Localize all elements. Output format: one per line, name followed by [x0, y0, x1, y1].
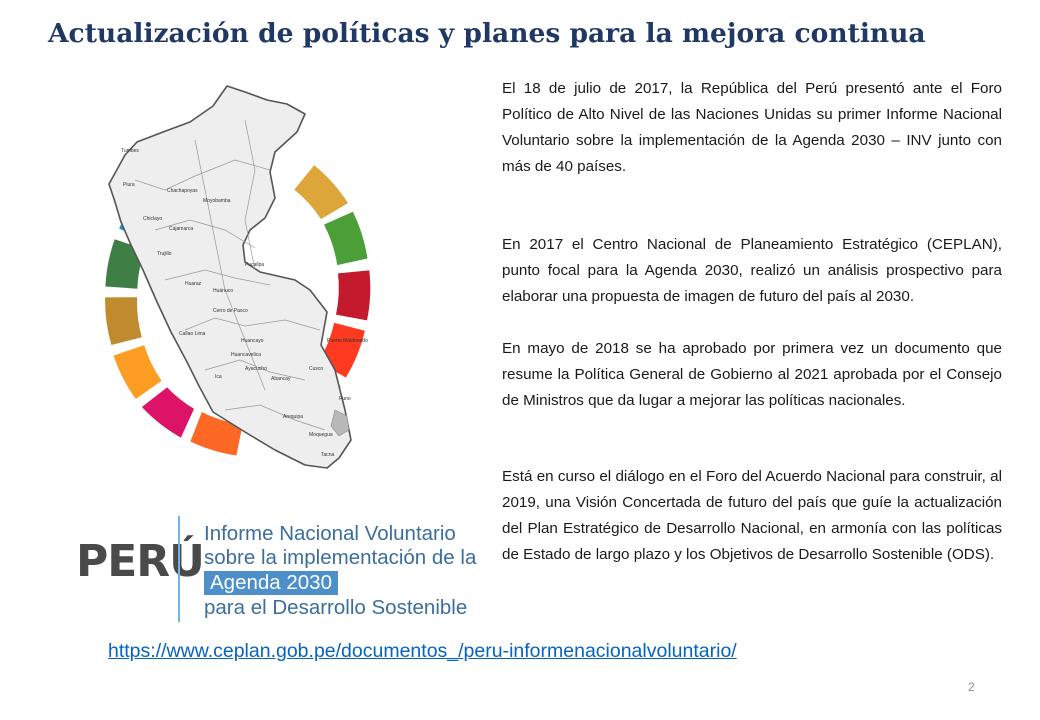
paragraph-ceplan-2017: En 2017 el Centro Nacional de Planeamien…: [502, 236, 1002, 305]
city-label: Abancay: [271, 376, 291, 382]
city-label: Piura: [123, 182, 135, 188]
city-label: Huaraz: [185, 281, 202, 287]
map-region-lines: [134, 119, 326, 431]
city-label: Huánuco: [213, 288, 233, 294]
city-label: Puno: [339, 396, 351, 402]
city-label: Cerro de Pasco: [213, 308, 248, 314]
paragraph-acuerdo-nacional: Está en curso el diálogo en el Foro del …: [502, 468, 1002, 563]
sdg-segment-3: [336, 270, 371, 321]
sdg-segment-2: [324, 211, 368, 266]
city-label: Chachapoyas: [167, 188, 198, 194]
paragraph-inv-2017: El 18 de julio de 2017, la República del…: [502, 80, 1002, 175]
brand-line: sobre la implementación de la: [204, 546, 477, 569]
city-label: Tacna: [321, 452, 335, 458]
sdg-segment-8: [113, 345, 162, 399]
slide-title: Actualización de políticas y planes para…: [48, 18, 926, 49]
peru-map-svg: Tumbes Piura Chachapoyas Moyobamba Chicl…: [105, 85, 371, 469]
source-link[interactable]: https://www.ceplan.gob.pe/documentos_/pe…: [108, 640, 737, 662]
city-label: Ica: [215, 374, 222, 380]
city-label: Moyobamba: [203, 198, 231, 204]
city-label: Trujillo: [157, 251, 172, 257]
city-label: Cusco: [309, 366, 323, 372]
city-label: Callao Lima: [179, 331, 206, 337]
brand-line: Informe Nacional Voluntario: [204, 522, 456, 545]
city-label: Chiclayo: [143, 216, 162, 222]
city-label: Pucallpa: [245, 262, 264, 268]
sdg-segment-9: [105, 297, 142, 345]
brand-divider: [178, 516, 180, 622]
city-label: Tumbes: [121, 148, 139, 154]
peru-map-figure: Tumbes Piura Chachapoyas Moyobamba Chicl…: [95, 80, 425, 500]
sdg-segment-7: [141, 387, 194, 438]
brand-text: Informe Nacional Voluntario sobre la imp…: [204, 522, 476, 620]
city-label: Huancayo: [241, 338, 264, 344]
map-city-labels: Tumbes Piura Chachapoyas Moyobamba Chicl…: [121, 148, 368, 458]
brand-line: para el Desarrollo Sostenible: [204, 596, 468, 619]
city-label: Cajamarca: [169, 226, 193, 232]
city-label: Puerto Maldonado: [327, 338, 368, 344]
titicaca-lake: [330, 409, 350, 437]
city-label: Ayacucho: [245, 366, 267, 372]
city-label: Huancavelica: [231, 352, 261, 358]
sdg-segment-1: [294, 165, 348, 220]
brand-line-highlight: Agenda 2030: [204, 571, 338, 595]
city-label: Arequipa: [283, 414, 303, 420]
paragraph-pgg-2018: En mayo de 2018 se ha aprobado por prime…: [502, 340, 1002, 409]
brand-country: PERÚ: [76, 536, 205, 587]
page-number: 2: [968, 680, 975, 694]
city-label: Moquegua: [309, 432, 333, 438]
inv-brand-logo: PERÚ Informe Nacional Voluntario sobre l…: [74, 514, 476, 624]
